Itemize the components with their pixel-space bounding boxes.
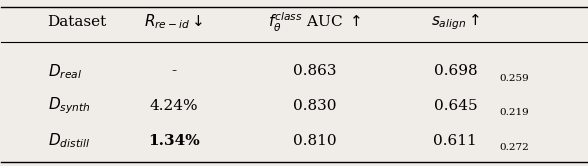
Text: 0.645: 0.645: [433, 99, 477, 113]
Text: $D_{real}$: $D_{real}$: [48, 62, 82, 81]
Text: 0.219: 0.219: [499, 108, 529, 117]
Text: $s_{align}\uparrow$: $s_{align}\uparrow$: [431, 12, 480, 32]
Text: 0.863: 0.863: [293, 64, 336, 79]
Text: 4.24%: 4.24%: [149, 99, 198, 113]
Text: Dataset: Dataset: [48, 15, 107, 29]
Text: 0.259: 0.259: [499, 74, 529, 83]
Text: 0.698: 0.698: [433, 64, 477, 79]
Text: 0.272: 0.272: [499, 143, 529, 152]
Text: $D_{distill}$: $D_{distill}$: [48, 131, 90, 150]
Text: $D_{synth}$: $D_{synth}$: [48, 96, 90, 116]
Text: -: -: [171, 64, 176, 79]
Text: 1.34%: 1.34%: [148, 134, 199, 148]
Text: 0.810: 0.810: [293, 134, 336, 148]
Text: 0.611: 0.611: [433, 134, 477, 148]
Text: $R_{re-id}\downarrow$: $R_{re-id}\downarrow$: [144, 13, 203, 31]
Text: 0.830: 0.830: [293, 99, 336, 113]
Text: $f_{\theta}^{class}$ AUC $\uparrow$: $f_{\theta}^{class}$ AUC $\uparrow$: [268, 10, 361, 34]
